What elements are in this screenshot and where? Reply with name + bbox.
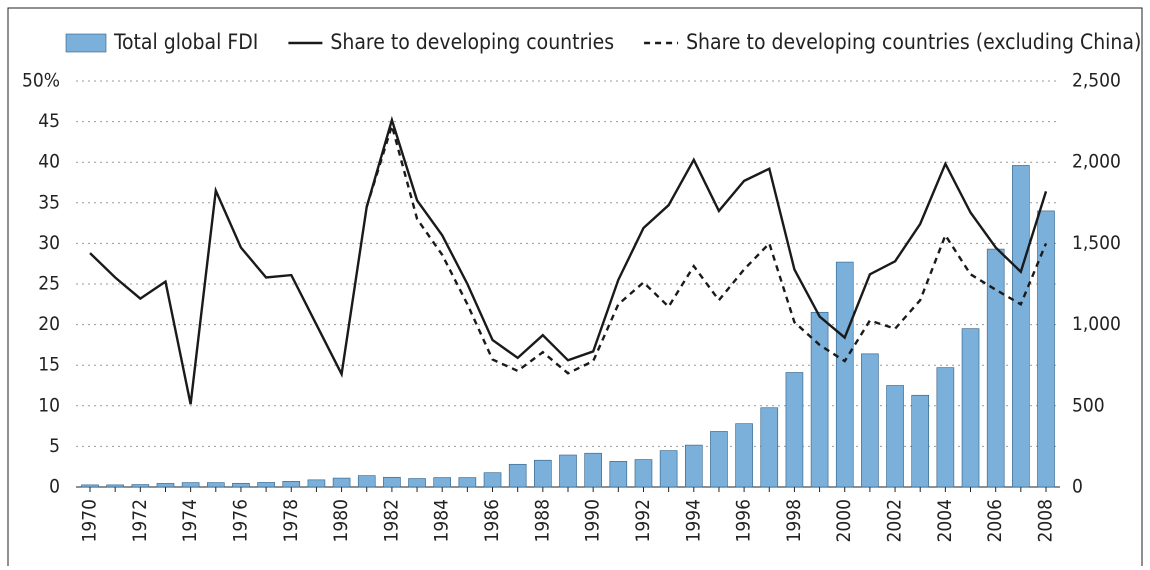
bar (483, 472, 502, 488)
x-tick-label: 1980 (330, 499, 352, 543)
bar (659, 450, 678, 488)
bar (307, 479, 326, 488)
bar (911, 394, 930, 488)
legend-label: Share to developing countries (330, 30, 614, 54)
x-tick-label: 1978 (280, 499, 302, 543)
bar (861, 353, 879, 488)
y2-tick-label: 500 (1072, 394, 1105, 416)
y-tick-label: 35 (38, 191, 60, 213)
bar (609, 461, 628, 488)
bar (559, 454, 577, 488)
bar (735, 423, 753, 488)
bar (232, 482, 250, 488)
y-tick-label: 5 (49, 435, 60, 457)
x-tick-label: 1994 (682, 499, 704, 543)
bar (936, 367, 955, 488)
bar (508, 463, 527, 488)
line (89, 115, 1048, 405)
bar (584, 452, 602, 488)
bar (433, 477, 452, 488)
bar (1012, 165, 1030, 488)
x-tick-label: 2002 (884, 499, 906, 543)
legend-label: Total global FDI (113, 30, 258, 54)
x-tick-label: 2006 (984, 499, 1006, 543)
bar (760, 407, 779, 488)
x-tick-label: 2000 (833, 499, 855, 543)
bar (357, 475, 376, 488)
bar (810, 311, 829, 488)
bar (257, 482, 275, 488)
y-tick-label: 25 (38, 273, 60, 295)
bar (684, 444, 703, 488)
bar (81, 484, 99, 488)
bar (1037, 210, 1055, 488)
y-tick-label: 30 (38, 232, 60, 254)
x-tick-label: 1974 (179, 499, 201, 543)
bar (156, 483, 175, 488)
bar (408, 478, 426, 488)
y2-tick-label: 2,500 (1072, 70, 1121, 92)
bar (961, 328, 980, 488)
x-tick-label: 2004 (934, 499, 956, 543)
bar (383, 476, 401, 488)
y-tick-label: 0 (49, 476, 60, 498)
bar (206, 482, 225, 488)
x-tick-label: 1970 (79, 499, 101, 543)
x-tick-label: 1984 (431, 499, 453, 543)
bar (282, 481, 301, 488)
legend-swatch (65, 33, 107, 53)
y-tick-label: 45 (38, 110, 60, 132)
y2-tick-label: 2,000 (1072, 151, 1121, 173)
y-tick-label: 20 (38, 313, 60, 335)
y2-tick-label: 0 (1072, 476, 1083, 498)
legend-label: Share to developing countries (excluding… (686, 30, 1141, 54)
x-tick-label: 1976 (229, 499, 251, 543)
bar (710, 431, 728, 488)
x-tick-label: 1998 (783, 499, 805, 543)
bar (332, 477, 351, 488)
bar (534, 459, 552, 488)
x-tick-label: 1996 (733, 499, 755, 543)
bar (785, 372, 804, 488)
y-tick-label: 10 (38, 394, 60, 416)
x-tick-label: 1972 (129, 499, 151, 543)
y2-tick-label: 1,000 (1072, 313, 1121, 335)
y-tick-label: 50% (22, 70, 60, 92)
line (365, 121, 1048, 375)
x-tick-label: 1990 (582, 499, 604, 543)
y2-tick-label: 1,500 (1072, 232, 1121, 254)
y-tick-label: 40 (38, 151, 60, 173)
bar (131, 484, 150, 488)
bar (886, 385, 904, 488)
bar (458, 477, 477, 488)
x-tick-label: 2008 (1035, 499, 1057, 543)
x-tick-label: 1988 (531, 499, 553, 543)
bar (634, 459, 653, 488)
x-tick-label: 1986 (481, 499, 503, 543)
bar (986, 248, 1005, 488)
bar (835, 261, 854, 488)
bar (181, 482, 200, 488)
x-tick-label: 1992 (632, 499, 654, 543)
y-tick-label: 15 (38, 354, 60, 376)
bar (106, 484, 124, 488)
x-tick-label: 1982 (380, 499, 402, 543)
